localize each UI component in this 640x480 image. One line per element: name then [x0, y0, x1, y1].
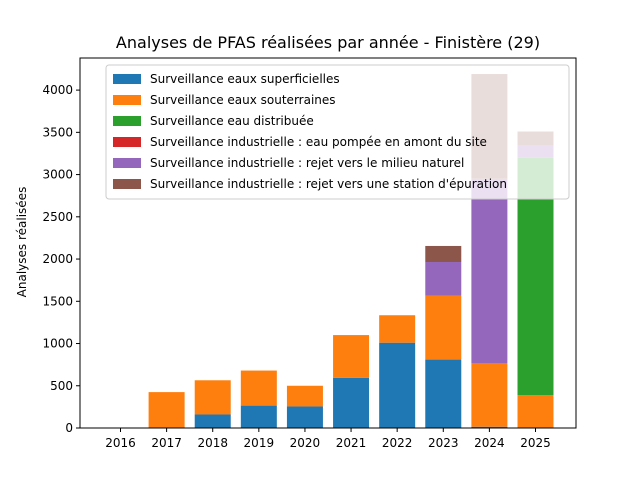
- y-tick-label: 500: [50, 379, 73, 393]
- y-tick-label: 0: [65, 421, 73, 435]
- y-tick-label: 3000: [42, 168, 73, 182]
- x-tick-label: 2017: [151, 436, 182, 450]
- bar-2019-series-1: [240, 370, 277, 406]
- legend-swatch: [113, 137, 141, 147]
- x-tick-label: 2016: [105, 436, 136, 450]
- bar-2023-series-4: [425, 262, 462, 296]
- bar-2021-series-0: [333, 377, 370, 428]
- x-tick-label: 2021: [336, 436, 367, 450]
- bar-2019-series-0: [240, 405, 277, 428]
- x-axis: 2016 2017 2018 2019 2020 2021 2022 2023 2024 2025: [105, 428, 551, 450]
- y-axis: 0 500 1000 1500 2000 2500 3000 3500 4000: [42, 83, 80, 435]
- legend-label: Surveillance industrielle : rejet vers l…: [150, 156, 464, 170]
- plot-frame: [79, 57, 577, 429]
- legend-swatch: [113, 95, 141, 105]
- bar-2022-series-1: [379, 315, 416, 343]
- bar-2024-series-4: [471, 178, 508, 364]
- bar-2022-series-0: [379, 342, 416, 428]
- y-tick-label: 2500: [42, 210, 73, 224]
- x-tick-label: 2019: [244, 436, 275, 450]
- bar-2021-series-1: [333, 335, 370, 378]
- x-tick-label: 2025: [520, 436, 551, 450]
- bar-2025-series-1: [517, 395, 554, 428]
- bar-2017-series-1: [148, 392, 185, 428]
- y-axis-label: Analyses réalisées: [15, 187, 29, 298]
- legend-label: Surveillance eaux superficielles: [150, 72, 340, 86]
- bar-2024-series-0: [471, 426, 508, 428]
- y-tick-label: 1000: [42, 337, 73, 351]
- legend-label: Surveillance industrielle : rejet vers u…: [150, 177, 507, 191]
- x-tick-label: 2024: [474, 436, 505, 450]
- x-tick-label: 2023: [428, 436, 459, 450]
- y-tick-label: 4000: [42, 83, 73, 97]
- legend-label: Surveillance eau distribuée: [150, 114, 314, 128]
- bar-2020-series-0: [286, 406, 323, 428]
- chart-title: Analyses de PFAS réalisées par année - F…: [116, 33, 540, 52]
- legend-swatch: [113, 74, 141, 84]
- bar-2024-series-1: [471, 363, 508, 427]
- x-tick-label: 2018: [197, 436, 228, 450]
- y-tick-label: 3500: [42, 125, 73, 139]
- legend: Surveillance eaux superficielles Surveill…: [105, 64, 570, 200]
- bar-2023-series-0: [425, 359, 462, 428]
- x-tick-label: 2020: [290, 436, 321, 450]
- bar-2018-series-0: [194, 414, 231, 428]
- y-tick-label: 1500: [42, 294, 73, 308]
- bar-2018-series-1: [194, 380, 231, 415]
- bar-2020-series-1: [286, 385, 323, 407]
- y-tick-label: 2000: [42, 252, 73, 266]
- x-tick-label: 2022: [382, 436, 413, 450]
- legend-box: [105, 64, 570, 200]
- legend-label: Surveillance industrielle : eau pompée e…: [150, 135, 487, 149]
- legend-swatch: [113, 158, 141, 168]
- bar-2023-series-5: [425, 245, 462, 263]
- legend-swatch: [113, 116, 141, 126]
- legend-label: Surveillance eaux souterraines: [150, 93, 336, 107]
- legend-swatch: [113, 179, 141, 189]
- bar-2023-series-1: [425, 295, 462, 360]
